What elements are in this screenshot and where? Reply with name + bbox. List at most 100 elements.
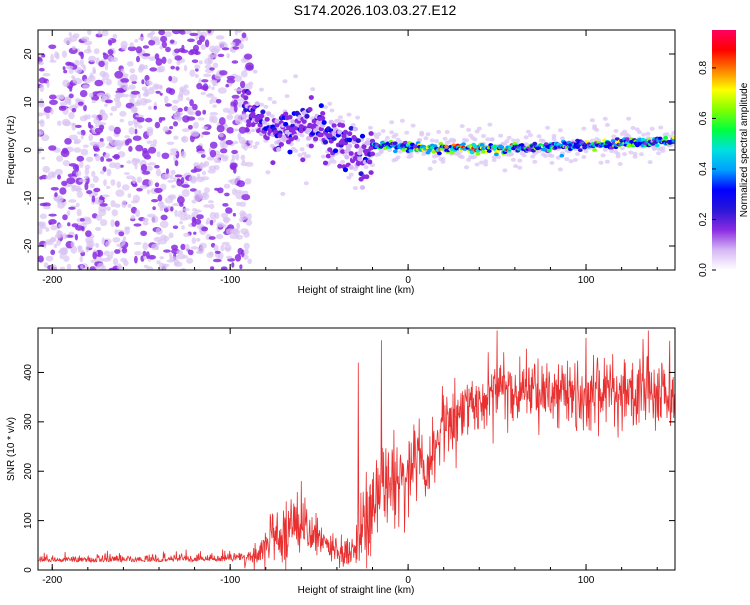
spectrogram-ridge-blob	[270, 160, 276, 166]
spectrogram-noise-blob	[184, 243, 190, 251]
spectrogram-noise-blob	[101, 30, 109, 37]
spectrogram-halo-blob	[583, 149, 589, 154]
spectrogram-noise-blob	[80, 129, 86, 136]
spectrogram-noise-blob	[190, 246, 199, 250]
spectrogram-noise-blob	[104, 103, 108, 107]
spectrogram-noise-blob	[67, 222, 71, 227]
spectrogram-noise-blob	[240, 37, 245, 42]
spectrogram-noise-blob	[209, 112, 219, 116]
spectrogram-noise-blob	[134, 251, 142, 256]
spectrogram-halo-blob	[410, 123, 416, 128]
spectrogram-noise-blob	[194, 64, 201, 70]
spectrogram-noise-blob	[91, 170, 96, 177]
spectrogram-ridge-blob	[246, 122, 252, 128]
figure-title: S174.2026.103.03.27.E12	[294, 2, 457, 18]
spectrogram-noise-blob	[102, 194, 110, 198]
spectrogram-halo-blob	[352, 186, 358, 191]
spectrogram-ridge-blob	[301, 119, 307, 124]
spectrogram-halo-blob	[436, 129, 442, 134]
spectrogram-x-tick-label: -200	[42, 275, 62, 286]
snr-x-tick-label: 0	[405, 575, 411, 586]
spectrogram-noise-blob	[229, 234, 239, 240]
spectrogram-noise-blob	[226, 53, 230, 59]
spectrogram-halo-blob	[352, 167, 358, 171]
spectrogram-halo-blob	[423, 136, 429, 141]
spectrogram-halo-blob	[598, 160, 604, 165]
spectrogram-noise-blob	[80, 51, 84, 60]
spectrogram-noise-blob	[75, 202, 80, 208]
snr-panel: -200 -100 0 100 0 100 200 300 400 Height of stra…	[6, 327, 676, 596]
spectrogram-noise-blob	[196, 250, 204, 255]
spectrogram-halo-blob	[619, 146, 625, 151]
spectrogram-noise-blob	[217, 53, 225, 58]
spectrogram-noise-blob	[114, 220, 120, 227]
spectrogram-noise-blob	[155, 227, 161, 235]
spectrogram-noise-blob	[98, 120, 102, 126]
spectrogram-noise-blob	[129, 98, 135, 104]
spectrogram-noise-blob	[71, 107, 77, 113]
spectrogram-noise-blob	[220, 148, 228, 154]
spectrogram-halo-blob	[671, 130, 675, 135]
spectrogram-halo-blob	[374, 135, 380, 140]
spectrogram-noise-blob	[138, 63, 145, 71]
spectrogram-ridge-blob	[461, 142, 466, 146]
spectrogram-noise-blob	[158, 65, 166, 73]
spectrogram-ridge-blob	[304, 113, 310, 119]
spectrogram-noise-blob	[239, 217, 244, 223]
spectrogram-noise-blob	[172, 203, 181, 207]
spectrogram-noise-blob	[109, 112, 113, 116]
spectrogram-noise-blob	[231, 188, 237, 196]
spectrogram-noise-blob	[68, 93, 74, 99]
spectrogram-halo-blob	[615, 154, 621, 159]
spectrogram-noise-blob	[188, 175, 197, 182]
spectrogram-ridge-blob	[494, 152, 499, 157]
snr-x-tick-label: 100	[578, 575, 595, 586]
spectrogram-noise-blob	[127, 61, 134, 67]
spectrogram-ridge-blob	[347, 143, 353, 149]
spectrogram-halo-blob	[581, 155, 587, 159]
spectrogram-noise-blob	[106, 168, 112, 177]
spectrogram-noise-blob	[200, 154, 206, 158]
spectrogram-ridge-blob	[313, 136, 319, 142]
spectrogram-noise-blob	[189, 99, 194, 107]
spectrogram-ridge-blob	[559, 153, 565, 158]
spectrogram-noise-blob	[68, 206, 76, 210]
spectrogram-noise-blob	[204, 39, 210, 48]
spectrogram-noise-blob	[79, 59, 84, 67]
spectrogram-noise-blob	[80, 36, 90, 41]
spectrogram-ridge-blob	[475, 151, 481, 156]
spectrogram-noise-blob	[206, 156, 215, 161]
spectrogram-halo-blob	[472, 154, 478, 159]
spectrogram-ridge-blob	[357, 156, 363, 162]
spectrogram-halo-blob	[504, 139, 510, 144]
spectrogram-noise-blob	[161, 173, 169, 180]
spectrogram-noise-blob	[184, 30, 192, 35]
spectrogram-noise-blob	[231, 149, 239, 155]
spectrogram-ridge-blob	[369, 151, 376, 157]
spectrogram-halo-blob	[459, 124, 465, 129]
spectrogram-noise-blob	[54, 168, 63, 176]
spectrogram-noise-blob	[162, 263, 170, 267]
spectrogram-noise-blob	[91, 99, 96, 104]
spectrogram-noise-blob	[230, 41, 236, 46]
spectrogram-halo-blob	[474, 129, 480, 134]
spectrogram-halo-blob	[481, 134, 486, 138]
spectrogram-noise-blob	[138, 36, 145, 41]
spectrogram-halo-blob	[464, 165, 469, 170]
spectrogram-noise-blob	[243, 242, 250, 250]
spectrogram-halo-blob	[293, 148, 299, 153]
spectrogram-noise-blob	[169, 148, 179, 153]
spectrogram-noise-blob	[247, 258, 252, 265]
spectrogram-noise-blob	[165, 46, 171, 53]
spectrogram-noise-blob	[214, 73, 222, 80]
spectrogram-noise-blob	[230, 228, 239, 235]
spectrogram-halo-blob	[378, 150, 384, 154]
spectrogram-noise-blob	[61, 50, 67, 58]
spectrogram-noise-blob	[180, 177, 185, 184]
spectrogram-noise-blob	[187, 249, 194, 256]
spectrogram-noise-blob	[49, 238, 56, 243]
spectrogram-halo-blob	[600, 153, 606, 158]
spectrogram-noise-blob	[48, 44, 57, 50]
spectrogram-noise-blob	[160, 35, 168, 43]
spectrogram-ridge-blob	[358, 171, 364, 177]
